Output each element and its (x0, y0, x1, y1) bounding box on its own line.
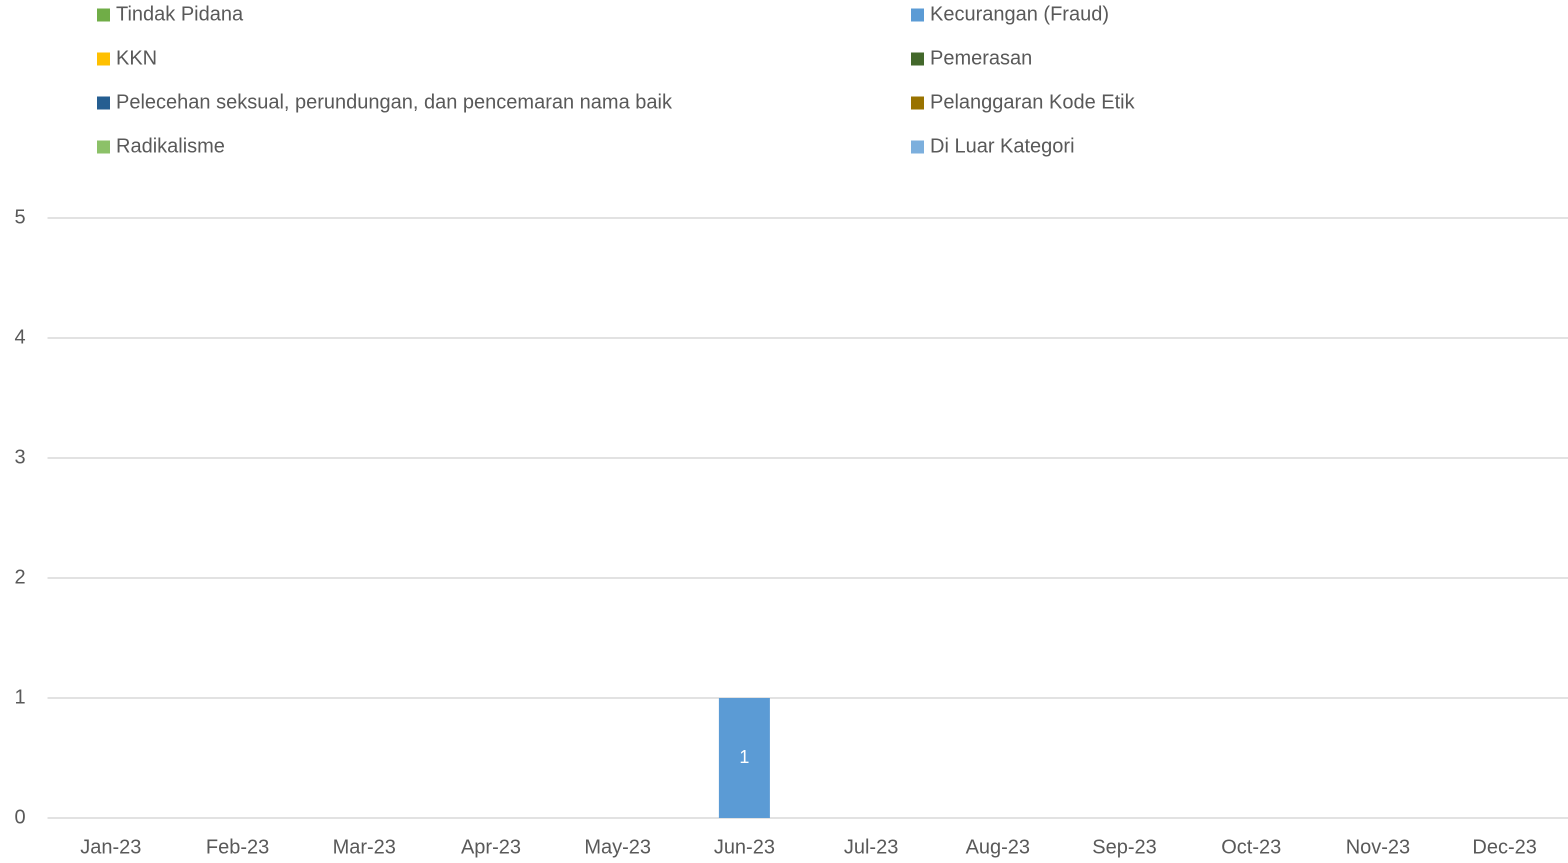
legend-label: Pelecehan seksual, perundungan, dan penc… (116, 91, 673, 113)
x-tick-label: Jul-23 (844, 836, 898, 858)
y-tick-label: 1 (14, 686, 25, 708)
legend-label: Di Luar Kategori (930, 135, 1075, 157)
x-tick-label: Mar-23 (333, 836, 396, 858)
x-tick-label: Aug-23 (966, 836, 1031, 858)
legend-label: Radikalisme (116, 135, 225, 157)
legend-swatch (911, 52, 924, 66)
x-tick-label: Dec-23 (1472, 836, 1536, 858)
x-tick-label: Nov-23 (1346, 836, 1410, 858)
x-tick-label: Jun-23 (714, 836, 775, 858)
legend-swatch (911, 140, 924, 154)
y-tick-label: 2 (14, 566, 25, 588)
y-tick-label: 4 (14, 326, 25, 348)
data-label: 1 (739, 747, 749, 767)
legend-swatch (97, 52, 110, 66)
x-tick-label: Sep-23 (1092, 836, 1157, 858)
x-tick-label: Jan-23 (80, 836, 141, 858)
legend-swatch (911, 8, 924, 22)
y-tick-label: 0 (14, 806, 25, 828)
legend-swatch (911, 96, 924, 110)
x-tick-label: May-23 (584, 836, 651, 858)
x-tick-label: Feb-23 (206, 836, 269, 858)
x-tick-label: Apr-23 (461, 836, 521, 858)
legend-label: Pelanggaran Kode Etik (930, 91, 1136, 113)
legend-label: Pemerasan (930, 47, 1032, 69)
y-tick-label: 5 (14, 206, 25, 228)
x-tick-label: Oct-23 (1221, 836, 1281, 858)
bar-segment (718, 698, 770, 818)
legend-label: KKN (116, 47, 157, 69)
legend-label: Tindak Pidana (116, 3, 244, 25)
legend-swatch (97, 140, 110, 154)
y-tick-label: 3 (14, 446, 25, 468)
legend-swatch (97, 96, 110, 110)
legend-swatch (97, 8, 110, 22)
legend-label: Kecurangan (Fraud) (930, 3, 1109, 25)
